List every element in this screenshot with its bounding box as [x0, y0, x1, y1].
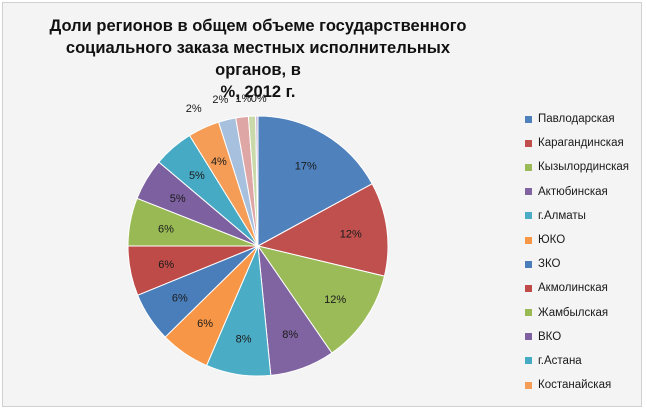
legend-item: Павлодарская [525, 107, 629, 131]
chart-title-line-1: Доли регионов в общем объеме государстве… [49, 17, 467, 35]
slice-data-label: 8% [282, 329, 298, 341]
legend-label: г.Астана [538, 354, 582, 367]
legend-item: г.Алматы [525, 204, 629, 228]
chart-title: Доли регионов в общем объеме государстве… [43, 15, 473, 103]
legend-swatch [525, 236, 532, 244]
legend-label: ЗКО [538, 258, 561, 271]
slice-data-label: 5% [170, 193, 186, 205]
legend-label: г.Алматы [538, 209, 586, 222]
pie-slice [256, 245, 386, 354]
legend-label: Акмолинская [538, 282, 608, 295]
chart-title-line-3: %, 2012 г. [220, 83, 296, 101]
legend-item: ЗКО [525, 252, 629, 276]
legend-swatch [525, 115, 532, 123]
pie-slice [255, 115, 259, 247]
legend-swatch [525, 333, 532, 341]
chart-title-line-2: социального заказа местных исполнительны… [65, 39, 451, 79]
slice-data-label: 6% [158, 259, 174, 271]
slice-data-label: 8% [236, 334, 252, 346]
slice-data-label: 17% [295, 161, 317, 173]
legend-swatch [525, 309, 532, 317]
legend-swatch [525, 163, 532, 171]
legend-item: Жамбылская [525, 301, 629, 325]
slice-data-label: 6% [197, 318, 213, 330]
slice-data-label: 2% [186, 103, 202, 115]
slice-data-label: 1% [235, 93, 251, 105]
legend-item: ЮКО [525, 228, 629, 252]
slice-data-label: 12% [340, 229, 362, 241]
legend-swatch [525, 139, 532, 147]
pie-slice [257, 115, 373, 247]
slice-data-label: 6% [158, 224, 174, 236]
legend-label: Карагандинская [538, 137, 624, 150]
chart-legend: Павлодарская Карагандинская Кызылординская… [525, 107, 629, 397]
legend-label: ВКО [538, 330, 562, 343]
legend-swatch [525, 212, 532, 220]
legend-label: ЮКО [538, 234, 566, 247]
legend-swatch [525, 188, 532, 196]
legend-label: Павлодарская [538, 113, 615, 126]
legend-swatch [525, 260, 532, 268]
legend-swatch [525, 357, 532, 365]
slice-data-label: 6% [172, 293, 188, 305]
legend-item: Карагандинская [525, 131, 629, 155]
slice-data-label: 2% [212, 94, 228, 106]
legend-item: ВКО [525, 325, 629, 349]
slice-data-label: 5% [189, 170, 205, 182]
slice-data-label: 12% [324, 294, 346, 306]
legend-label: Жамбылская [538, 306, 609, 319]
legend-label: Актюбинская [538, 185, 608, 198]
legend-item: Актюбинская [525, 180, 629, 204]
legend-label: Костанайская [538, 379, 612, 392]
legend-item: Кызылординская [525, 155, 629, 179]
pie-slice [256, 183, 389, 277]
legend-swatch [525, 381, 532, 389]
legend-item: Акмолинская [525, 276, 629, 300]
legend-item: г.Астана [525, 349, 629, 373]
slice-data-label: 4% [211, 156, 227, 168]
legend-label: Кызылординская [538, 161, 630, 174]
legend-item: Костанайская [525, 373, 629, 397]
slice-data-label: 0% [251, 93, 267, 105]
legend-swatch [525, 284, 532, 292]
